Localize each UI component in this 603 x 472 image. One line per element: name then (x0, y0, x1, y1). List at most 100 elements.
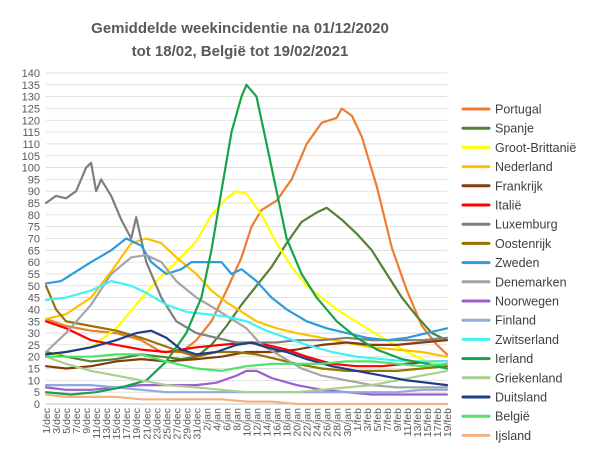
x-tick-label: 19/dec (131, 408, 143, 440)
legend-label-denemarken: Denemarken (495, 275, 567, 289)
x-tick-label: 11/dec (91, 408, 103, 439)
x-tick-label: 7/feb (382, 408, 394, 432)
y-tick-label: 50 (28, 281, 40, 293)
y-tick-label: 70 (28, 234, 40, 246)
y-tick-label: 60 (28, 257, 40, 269)
x-tick-label: 17/feb (432, 408, 444, 437)
series-line-oostenrijk (44, 284, 449, 372)
legend-label-luxemburg: Luxemburg (495, 218, 558, 232)
x-tick-label: 5/feb (372, 408, 384, 432)
y-tick-label: 40 (28, 304, 40, 316)
x-tick-label: 13/dec (101, 408, 113, 440)
legend-label-frankrijk: Frankrijk (495, 179, 544, 193)
legend-label-ijsland: Ijsland (495, 429, 531, 443)
x-tick-label: 4/jan (211, 408, 223, 431)
legend-label-noorwegen: Noorwegen (495, 295, 559, 309)
y-tick-label: 125 (22, 103, 40, 115)
series-line-griekenland (44, 355, 449, 394)
x-tick-label: 14/jan (262, 408, 274, 437)
x-tick-label: 3/feb (362, 408, 374, 432)
y-tick-label: 35 (28, 316, 40, 328)
x-tick-label: 21/dec (141, 408, 153, 440)
series-line-zweden (44, 237, 449, 342)
x-tick-label: 27/dec (171, 408, 183, 440)
y-tick-label: 120 (22, 115, 40, 127)
y-tick-label: 25 (28, 340, 40, 352)
legend-label-duitsland: Duitsland (495, 391, 547, 405)
legend-label-zwitserland: Zwitserland (495, 333, 559, 347)
legend-label-italie: Italië (495, 199, 521, 213)
x-tick-label: 12/jan (252, 408, 264, 437)
series-line-denemarken (44, 253, 449, 389)
x-tick-label: 19/feb (442, 408, 454, 437)
y-tick-label: 55 (28, 269, 40, 281)
series-line-duitsland (44, 329, 449, 387)
y-tick-label: 20 (28, 352, 40, 364)
y-tick-label: 100 (22, 163, 40, 175)
legend-label-finland: Finland (495, 314, 536, 328)
legend-label-groot-brittanie: Groot-Brittanië (495, 141, 576, 155)
x-tick-label: 20/jan (292, 408, 304, 437)
y-tick-label: 135 (22, 80, 40, 92)
x-tick-label: 1/feb (352, 408, 364, 432)
y-tick-label: 0 (34, 399, 40, 411)
x-tick-label: 26/jan (322, 408, 334, 437)
chart-title-line-2: tot 18/02, België tot 19/02/2021 (132, 43, 349, 60)
y-tick-label: 10 (28, 375, 40, 387)
y-tick-label: 45 (28, 293, 40, 305)
x-tick-label: 11/feb (402, 408, 414, 437)
x-tick-label: 7/dec (71, 408, 83, 434)
series-line-portugal (44, 107, 449, 356)
series-lines (44, 83, 449, 406)
y-tick-label: 90 (28, 186, 40, 198)
legend-label-ierland: Ierland (495, 352, 533, 366)
x-tick-label: 23/dec (151, 408, 163, 440)
x-tick-label: 8/jan (231, 408, 243, 431)
x-tick-label: 28/jan (332, 408, 344, 437)
y-tick-label: 15 (28, 364, 40, 376)
y-tick-label: 140 (22, 68, 40, 80)
x-tick-label: 2/jan (201, 408, 213, 431)
x-tick-label: 9/feb (392, 408, 404, 432)
series-line-belgie (44, 353, 449, 372)
legend: Portugal Spanje Groot-Brittanië Nederland Fr… (461, 103, 576, 443)
legend-label-portugal: Portugal (495, 103, 542, 117)
series-line-luxemburg (44, 161, 449, 344)
x-tick-label: 31/dec (191, 408, 203, 440)
y-tick-label: 115 (22, 127, 40, 139)
x-tick-label: 15/dec (111, 408, 123, 440)
x-tick-label: 30/jan (342, 408, 354, 437)
series-line-groot-brittanie (44, 190, 449, 368)
x-tick-label: 29/dec (181, 408, 193, 440)
y-tick-label: 110 (22, 139, 40, 151)
y-tick-label: 30 (28, 328, 40, 340)
legend-label-zweden: Zweden (495, 256, 540, 270)
x-tick-label: 15/feb (422, 408, 434, 437)
chart-title-line-1: Gemiddelde weekincidentie na 01/12/2020 (91, 20, 389, 37)
y-tick-label: 85 (28, 198, 40, 210)
series-line-zwitserland (44, 280, 449, 363)
legend-label-nederland: Nederland (495, 160, 553, 174)
x-tick-label: 5/dec (61, 408, 73, 434)
x-tick-label: 17/dec (121, 408, 133, 440)
y-axis-tick-labels: 0510152025303540455055606570758085909510… (22, 68, 40, 411)
y-tick-label: 130 (22, 92, 40, 104)
legend-label-spanje: Spanje (495, 122, 534, 136)
x-tick-label: 18/jan (282, 408, 294, 437)
legend-label-oostenrijk: Oostenrijk (495, 237, 552, 251)
x-tick-label: 10/jan (242, 408, 254, 437)
x-tick-label: 16/jan (272, 408, 284, 437)
y-tick-label: 65 (28, 245, 40, 257)
x-tick-label: 22/jan (302, 408, 314, 437)
series-line-ijsland (44, 393, 449, 406)
x-tick-label: 13/feb (412, 408, 424, 437)
y-tick-label: 5 (34, 387, 40, 399)
y-tick-label: 105 (22, 151, 40, 163)
x-tick-label: 1/dec (41, 408, 53, 434)
legend-label-belgie: België (495, 410, 530, 424)
x-tick-label: 9/dec (81, 408, 93, 434)
x-tick-label: 25/dec (161, 408, 173, 440)
x-tick-label: 6/jan (221, 408, 233, 431)
